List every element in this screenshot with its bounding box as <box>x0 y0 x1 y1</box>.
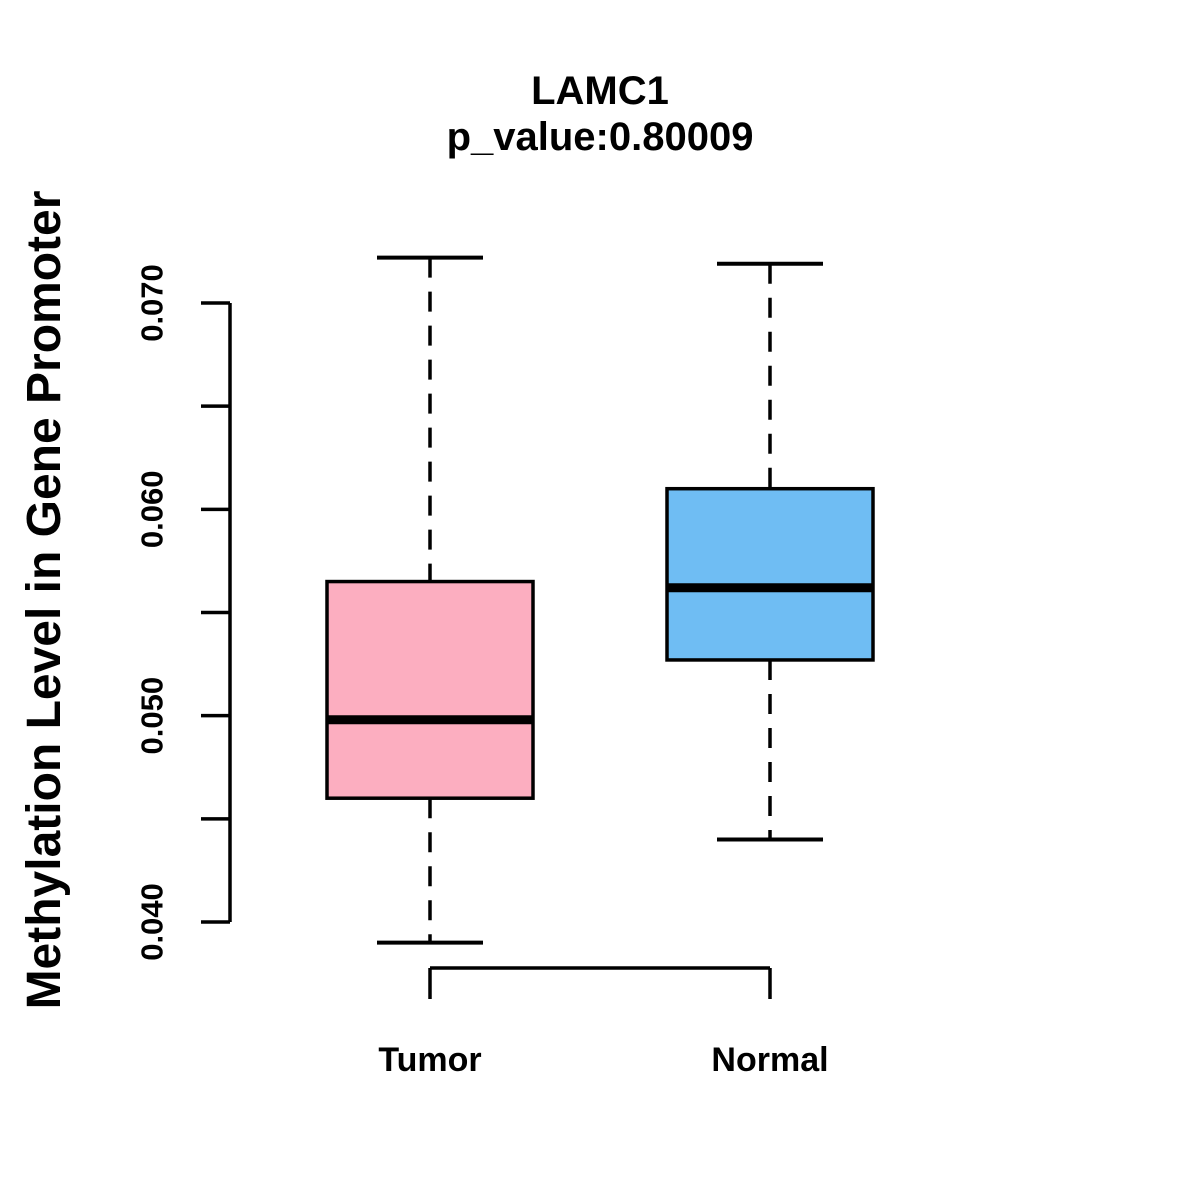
chart-subtitle: p_value:0.80009 <box>446 115 754 159</box>
y-axis-tick-label: 0.040 <box>135 883 170 961</box>
y-axis-tick-label: 0.070 <box>135 264 170 342</box>
y-axis-tick-label: 0.060 <box>135 471 170 549</box>
chart-title: LAMC1 <box>531 69 669 113</box>
x-tick-label-tumor: Tumor <box>378 1041 482 1079</box>
y-axis-tick-label: 0.050 <box>135 677 170 755</box>
x-tick-label-normal: Normal <box>711 1041 829 1079</box>
tumor-box <box>325 579 535 800</box>
normal-box <box>665 486 875 662</box>
